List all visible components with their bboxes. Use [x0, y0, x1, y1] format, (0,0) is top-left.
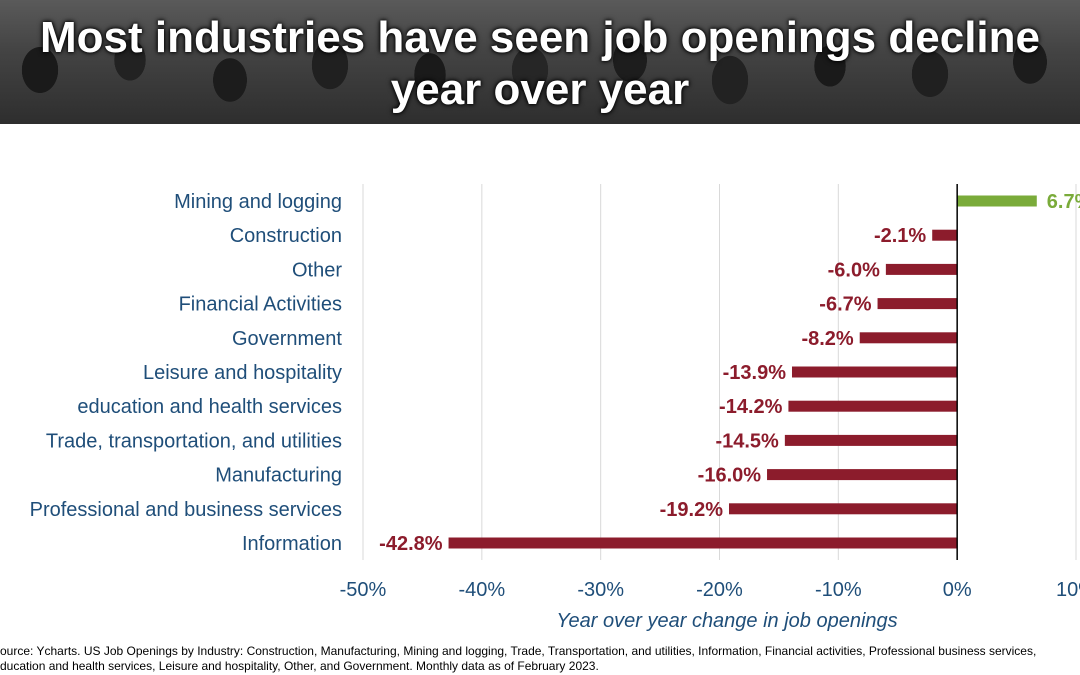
data-label: -16.0%	[698, 465, 762, 487]
category-label: Trade, transportation, and utilities	[46, 430, 342, 452]
data-label: 6.7%	[1047, 191, 1080, 213]
bars	[448, 195, 1037, 549]
source-note: Source: Ycharts. US Job Openings by Indu…	[0, 644, 1080, 674]
bar	[448, 537, 958, 549]
x-tick-label: -30%	[577, 579, 624, 601]
labels: -50% -40% -30% -20% -10% 0% 10% Mining and logg…	[30, 191, 1080, 601]
data-label: -6.7%	[819, 294, 871, 316]
x-tick-label: -20%	[696, 579, 743, 601]
category-label: Construction	[230, 225, 342, 247]
banner-background-photo	[0, 0, 1080, 124]
x-tick-label: -10%	[815, 579, 862, 601]
page-title: Most industries have seen job openings d…	[40, 13, 1040, 114]
data-label: -13.9%	[723, 362, 787, 384]
bar	[791, 366, 958, 378]
data-label: -2.1%	[874, 225, 926, 247]
x-axis-title: Year over year change in job openings	[556, 610, 897, 632]
data-label: -8.2%	[801, 328, 853, 350]
x-tick-label: -50%	[340, 579, 387, 601]
bar	[957, 195, 1037, 207]
category-label: Government	[232, 328, 342, 350]
data-label: -6.0%	[828, 259, 880, 281]
gridlines	[362, 184, 1077, 560]
bar	[767, 469, 958, 481]
x-tick-label: 0%	[943, 579, 972, 601]
category-label: Manufacturing	[215, 465, 342, 487]
category-label: Information	[242, 533, 342, 555]
source-line-2: Education and health services, Leisure a…	[0, 659, 599, 673]
x-tick-label: -40%	[458, 579, 505, 601]
data-label: -42.8%	[379, 533, 443, 555]
category-label: education and health services	[77, 396, 342, 418]
bar	[932, 229, 958, 241]
category-label: Financial Activities	[179, 294, 342, 316]
data-label: -14.2%	[719, 396, 783, 418]
source-line-1: Source: Ycharts. US Job Openings by Indu…	[0, 644, 1037, 658]
data-label: -14.5%	[715, 430, 779, 452]
bar	[784, 434, 958, 446]
bar	[788, 400, 958, 412]
bar	[729, 503, 958, 515]
category-label: Leisure and hospitality	[143, 362, 342, 384]
category-label: Mining and logging	[174, 191, 342, 213]
category-label: Professional and business services	[30, 499, 342, 521]
bar	[877, 298, 958, 310]
bar	[885, 263, 958, 275]
title-banner: Most industries have seen job openings d…	[0, 0, 1080, 124]
category-label: Other	[292, 259, 342, 281]
data-label: -19.2%	[660, 499, 724, 521]
x-tick-label: 10%	[1056, 579, 1080, 601]
bar	[859, 332, 958, 344]
